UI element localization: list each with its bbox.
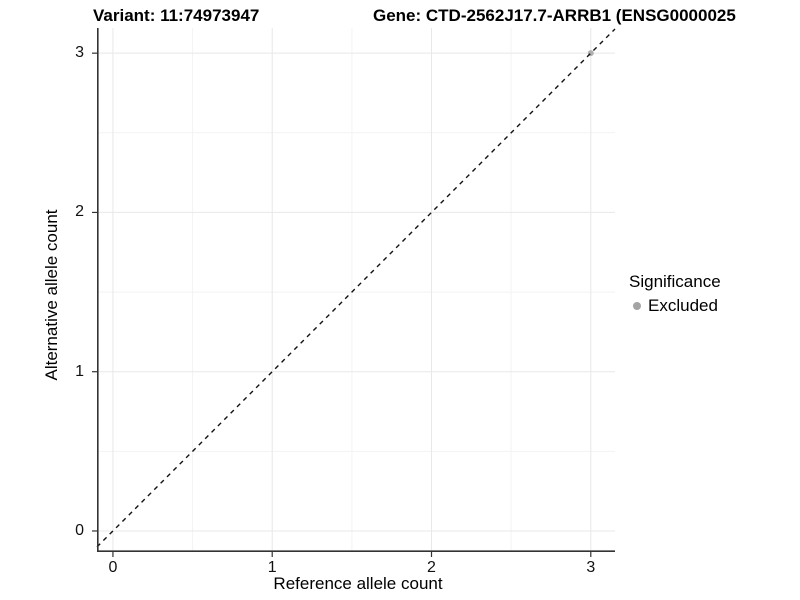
legend-item: Excluded <box>629 295 721 317</box>
x-axis-title: Reference allele count <box>273 574 443 593</box>
y-tick-label: 0 <box>75 521 84 539</box>
legend: Significance Excluded <box>629 271 721 317</box>
legend-key-dot-icon <box>633 302 641 310</box>
x-tick-label: 0 <box>108 559 118 576</box>
gene-title: Gene: CTD-2562J17.7-ARRB1 (ENSG0000025 <box>373 6 736 25</box>
x-tick-label: 1 <box>267 559 277 576</box>
plot-panel <box>92 28 616 557</box>
y-tick-label: 2 <box>75 203 84 221</box>
variant-title: Variant: 11:74973947 <box>93 6 260 25</box>
identity-reference-line <box>96 28 616 548</box>
x-tick-label: 3 <box>586 559 596 576</box>
y-tick-label: 3 <box>75 44 84 62</box>
y-tick-label: 1 <box>75 362 84 380</box>
y-axis-title: Alternative allele count <box>42 209 61 381</box>
plot-canvas <box>92 28 616 557</box>
legend-items: Excluded <box>629 295 721 317</box>
x-tick-label: 2 <box>427 559 436 576</box>
legend-title: Significance <box>629 272 721 291</box>
legend-item-label: Excluded <box>648 296 718 315</box>
